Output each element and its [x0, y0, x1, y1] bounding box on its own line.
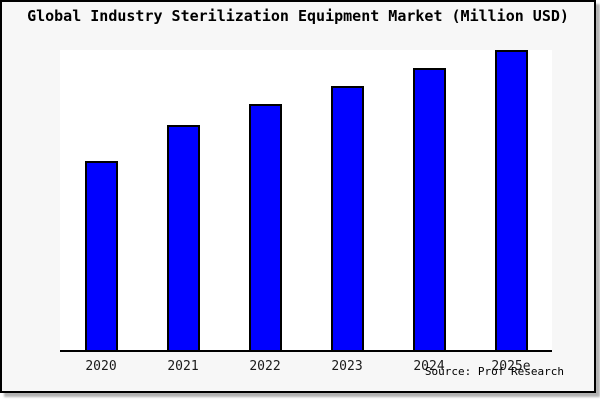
bar-2022: [248, 104, 282, 350]
x-axis-labels: 2020 2021 2022 2023 2024 2025e: [60, 355, 552, 374]
bar-2020: [84, 161, 118, 350]
plot-area: [60, 50, 552, 352]
x-tick-label-2020: 2020: [85, 359, 117, 374]
x-tick-label-2022: 2022: [249, 359, 281, 374]
x-tick-label-2023: 2023: [331, 359, 363, 374]
x-tick-label-2025e: 2025e: [491, 359, 531, 374]
bar-2025e: [494, 50, 528, 350]
bar-2024: [412, 68, 446, 350]
bar-2023: [330, 86, 364, 350]
x-tick-label-2021: 2021: [167, 359, 199, 374]
x-tick-label-2024: 2024: [413, 359, 445, 374]
chart-frame: Global Industry Sterilization Equipment …: [0, 0, 596, 393]
bar-2021: [166, 125, 200, 350]
chart-title: Global Industry Sterilization Equipment …: [27, 7, 569, 25]
source-note: Source: Prof Research: [424, 365, 564, 378]
